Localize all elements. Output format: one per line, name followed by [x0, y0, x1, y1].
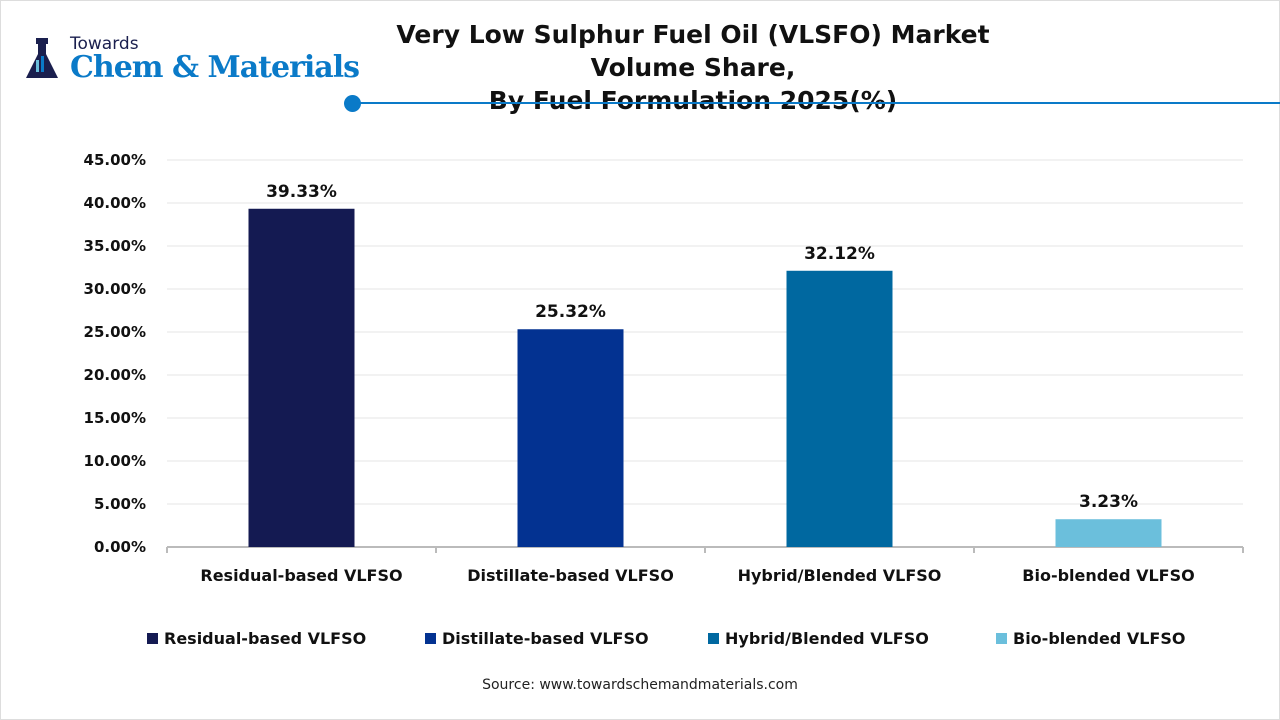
title-rule-dot	[344, 95, 361, 112]
y-tick-label: 30.00%	[84, 280, 146, 298]
data-label: 39.33%	[266, 182, 337, 202]
y-tick-label: 40.00%	[84, 194, 146, 212]
flask-icon	[26, 38, 58, 78]
legend-item: Bio-blended VLFSO	[996, 629, 1185, 648]
y-tick-label: 5.00%	[94, 495, 146, 513]
legend-item: Hybrid/Blended VLFSO	[708, 629, 929, 648]
x-tick-label: Distillate-based VLFSO	[467, 566, 674, 585]
x-tick-label: Hybrid/Blended VLFSO	[738, 566, 942, 585]
source: Source: www.towardschemandmaterials.com	[482, 677, 798, 693]
legend-label: Distillate-based VLFSO	[442, 629, 649, 648]
data-label: 25.32%	[535, 302, 606, 322]
legend-label: Residual-based VLFSO	[164, 629, 367, 648]
legend-label: Bio-blended VLFSO	[1013, 629, 1186, 648]
bar	[517, 329, 624, 547]
legend-swatch	[425, 633, 436, 644]
y-tick-label: 45.00%	[84, 151, 146, 169]
data-label: 3.23%	[1079, 492, 1138, 512]
x-tick-label: Bio-blended VLFSO	[1022, 566, 1194, 585]
y-tick-label: 20.00%	[84, 366, 146, 384]
y-tick-label: 0.00%	[94, 538, 146, 556]
legend-item: Distillate-based VLFSO	[425, 629, 649, 648]
data-label: 32.12%	[804, 244, 875, 264]
title-rule	[352, 102, 1280, 104]
title-line-2: By Fuel Formulation 2025(%)	[488, 86, 898, 115]
y-tick-label: 25.00%	[84, 323, 146, 341]
chart-title: Very Low Sulphur Fuel Oil (VLSFO) Market…	[360, 18, 1026, 117]
bar	[1055, 519, 1162, 547]
logo-chem-materials: Chem & Materials	[70, 50, 360, 85]
legend-swatch	[708, 633, 719, 644]
legend-item: Residual-based VLFSO	[147, 629, 366, 648]
y-tick-label: 10.00%	[84, 452, 146, 470]
logo-towards: Towards	[70, 34, 139, 54]
title-line-1: Very Low Sulphur Fuel Oil (VLSFO) Market…	[396, 20, 990, 82]
bar	[786, 270, 893, 547]
y-tick-label: 15.00%	[84, 409, 146, 427]
legend-label: Hybrid/Blended VLFSO	[725, 629, 929, 648]
legend-swatch	[147, 633, 158, 644]
bar	[248, 208, 355, 547]
y-tick-label: 35.00%	[84, 237, 146, 255]
x-tick-label: Residual-based VLFSO	[200, 566, 402, 585]
legend-swatch	[996, 633, 1007, 644]
